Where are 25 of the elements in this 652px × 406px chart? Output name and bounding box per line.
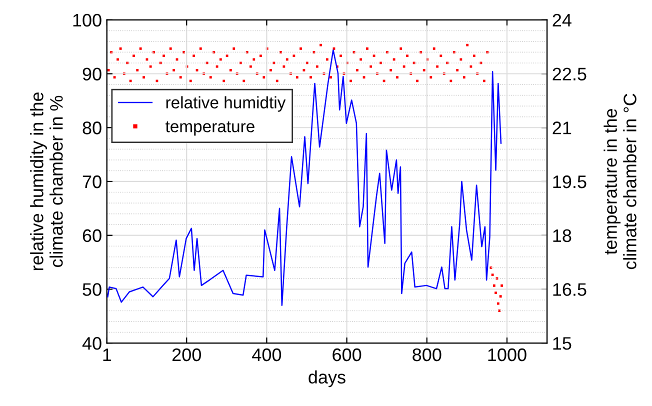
x-tick-label: 400 (252, 348, 282, 362)
legend-label: temperature (166, 121, 254, 136)
x-tick-label: 1 (103, 348, 112, 362)
y-tick-label: 60 (82, 229, 102, 242)
y2-tick-label: 15 (553, 337, 572, 350)
x-tick-label: 800 (412, 348, 442, 362)
x-tick-label: 200 (172, 348, 201, 362)
y-tick-label: 80 (82, 122, 102, 134)
y-tick-label: 50 (82, 283, 102, 296)
y2-tick-label: 21 (552, 122, 572, 134)
y-tick-label: 70 (82, 175, 102, 188)
x-axis-title: days (308, 370, 346, 388)
y-tick-label: 100 (73, 14, 102, 27)
y-tick-label: 90 (82, 68, 102, 80)
y-tick-label: 40 (82, 337, 102, 350)
y2-axis-title: temperature in the climate chamber in °C (604, 94, 636, 270)
x-tick-label: 1000 (488, 348, 526, 362)
y2-tick-label: 24 (552, 14, 572, 26)
legend-label: relative humidtiy (166, 96, 286, 112)
y2-tick-label: 18 (553, 229, 572, 242)
y2-tick-label: 22.5 (552, 68, 586, 80)
y-axis-title: relative humidity in the climate chamber in % (30, 92, 63, 270)
y2-tick-label: 16.5 (553, 283, 586, 296)
y2-tick-label: 19.5 (553, 175, 586, 188)
x-tick-label: 600 (332, 348, 362, 362)
